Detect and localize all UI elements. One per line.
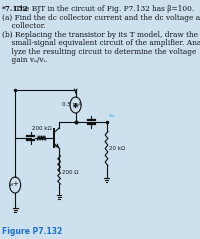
Text: The BJT in the circuit of Fig. P7.132 has β=100.: The BJT in the circuit of Fig. P7.132 ha… bbox=[13, 5, 194, 13]
Text: 20 kΩ: 20 kΩ bbox=[109, 146, 125, 151]
Text: (b) Replacing the transistor by its T model, draw the: (b) Replacing the transistor by its T mo… bbox=[2, 31, 198, 38]
Text: collector.: collector. bbox=[2, 22, 46, 30]
Text: Figure P7.132: Figure P7.132 bbox=[2, 227, 62, 236]
Text: 200 Ω: 200 Ω bbox=[62, 170, 78, 175]
Text: 200 kΩ: 200 kΩ bbox=[32, 126, 51, 131]
Text: 0.5 mA: 0.5 mA bbox=[62, 102, 82, 107]
Text: small-signal equivalent circuit of the amplifier. Ana-: small-signal equivalent circuit of the a… bbox=[2, 39, 200, 47]
Text: +: + bbox=[12, 181, 18, 187]
Text: (a) Find the dc collector current and the dc voltage at the: (a) Find the dc collector current and th… bbox=[2, 13, 200, 22]
Text: $v_o$: $v_o$ bbox=[108, 112, 115, 120]
Text: $v_i$: $v_i$ bbox=[8, 181, 14, 189]
Text: *7.132: *7.132 bbox=[2, 5, 29, 13]
Text: lyze the resulting circuit to determine the voltage: lyze the resulting circuit to determine … bbox=[2, 48, 196, 55]
Text: gain vₒ/vᵢ.: gain vₒ/vᵢ. bbox=[2, 56, 48, 64]
